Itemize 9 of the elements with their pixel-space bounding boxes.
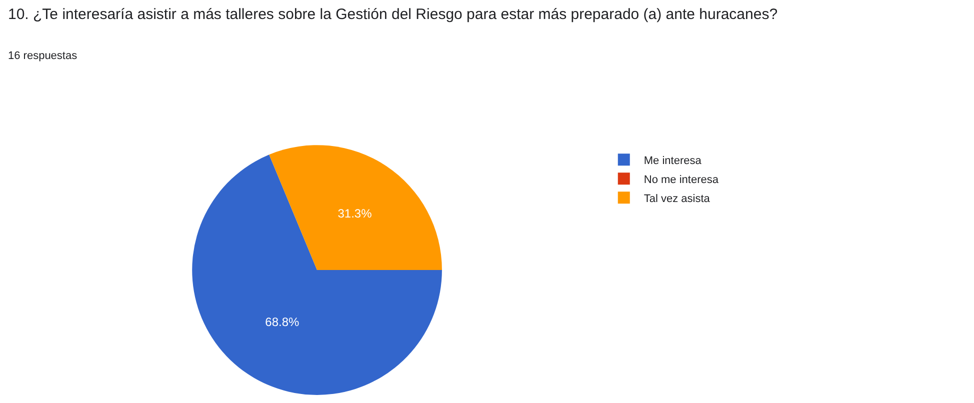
legend-label: No me interesa (644, 174, 720, 186)
legend-label: Me interesa (644, 154, 702, 167)
legend-label: Tal vez asista (644, 192, 711, 205)
pie-slice (192, 154, 442, 395)
pie-slice (269, 145, 442, 270)
chart-title: 10. ¿Te interesaría asistir a más talleres sobre la Gestión del Riesgo para estar más preparado (a) ante huracanes? (8, 5, 779, 25)
data-label: 31.3% (338, 206, 372, 220)
text: 16 respuestas (8, 50, 78, 62)
data-label: 68.8% (265, 314, 300, 329)
